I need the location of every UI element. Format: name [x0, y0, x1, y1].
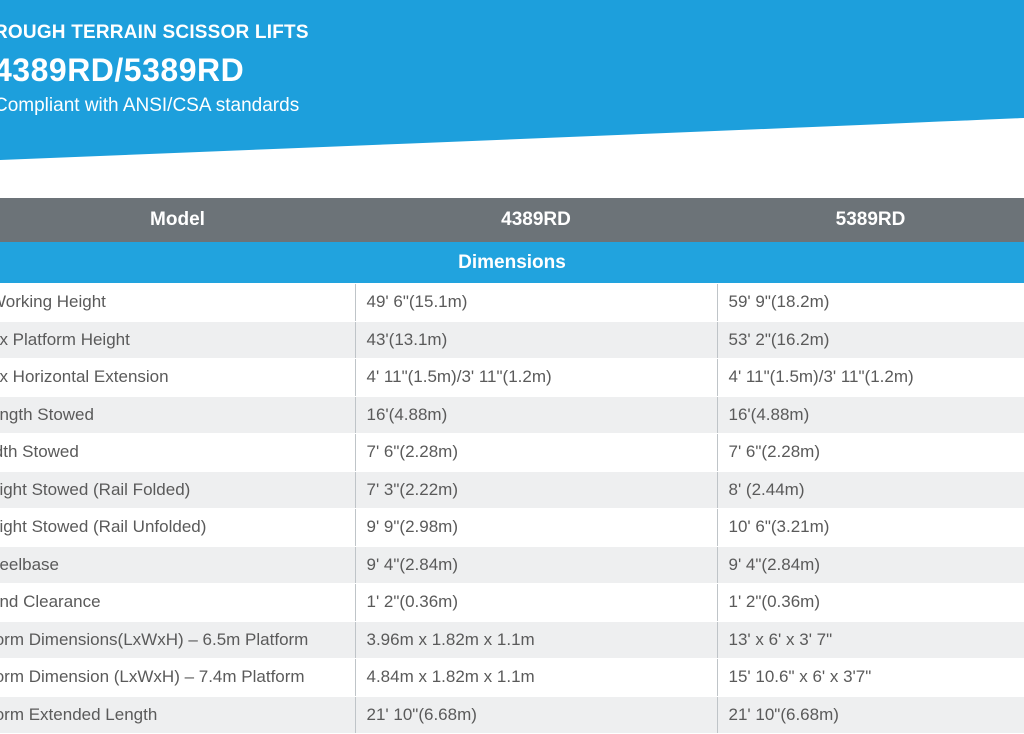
- table-row: form Dimensions(LxWxH) – 6.5m Platform 3.…: [0, 621, 1024, 659]
- spec-value-5389rd: 53' 2"(16.2m): [716, 321, 1024, 359]
- spec-value-5389rd: 13' x 6' x 3' 7": [716, 621, 1024, 659]
- compliance-subtitle: Compliant with ANSI/CSA standards: [0, 95, 300, 116]
- spec-value-5389rd: 8' (2.44m): [716, 471, 1024, 509]
- table-body: Dimensions Working Height 49' 6"(15.1m) 59…: [0, 242, 1024, 734]
- spec-label-cell: form Dimensions(LxWxH) – 6.5m Platform: [0, 621, 355, 659]
- table-row: und Clearance 1' 2"(0.36m) 1' 2"(0.36m): [0, 583, 1024, 622]
- spec-value-5389rd: 21' 10"(6.68m): [716, 696, 1024, 734]
- spec-value-4389rd: 4.84m x 1.82m x 1.1m: [354, 658, 717, 697]
- table-row: Working Height 49' 6"(15.1m) 59' 9"(18.2m): [0, 283, 1024, 322]
- spec-value-5389rd: 10' 6"(3.21m): [716, 508, 1024, 547]
- specifications-table: Model 4389RD 5389RD Dimensions Working H…: [0, 198, 1024, 734]
- header-cell-5389rd: 5389RD: [717, 198, 1024, 242]
- spec-label-cell: heelbase: [0, 546, 355, 584]
- spec-value-4389rd: 9' 4"(2.84m): [354, 546, 717, 584]
- spec-label-cell: eight Stowed (Rail Folded): [0, 471, 355, 509]
- header-banner: ROUGH TERRAIN SCISSOR LIFTS 4389RD/5389R…: [0, 0, 1024, 200]
- spec-value-4389rd: 21' 10"(6.68m): [354, 696, 717, 734]
- table-row: ax Platform Height 43'(13.1m) 53' 2"(16.2m…: [0, 321, 1024, 359]
- spec-value-5389rd: 4' 11"(1.5m)/3' 11"(1.2m): [716, 358, 1024, 397]
- spec-value-5389rd: 16'(4.88m): [716, 396, 1024, 434]
- spec-value-4389rd: 1' 2"(0.36m): [354, 583, 717, 622]
- spec-label-cell: eight Stowed (Rail Unfolded): [0, 508, 355, 547]
- spec-value-4389rd: 3.96m x 1.82m x 1.1m: [354, 621, 717, 659]
- header-cell-model: Model: [0, 198, 355, 242]
- spec-label-cell: form Dimension (LxWxH) – 7.4m Platform: [0, 658, 355, 697]
- table-row: heelbase9' 4"(2.84m)9' 4"(2.84m): [0, 546, 1024, 584]
- product-models-title: 4389RD/5389RD: [0, 52, 245, 88]
- spec-value-5389rd: 1' 2"(0.36m): [716, 583, 1024, 622]
- section-title-dimensions: Dimensions: [0, 242, 1024, 284]
- table-row: eight Stowed (Rail Folded) 7' 3"(2.22m) 8'…: [0, 471, 1024, 509]
- table-row: form Extended Length 21' 10"(6.68m) 21' 10…: [0, 696, 1024, 734]
- header-cell-4389rd: 4389RD: [355, 198, 717, 242]
- spec-value-5389rd: 7' 6"(2.28m): [716, 433, 1024, 472]
- spec-value-4389rd: 9' 9"(2.98m): [354, 508, 717, 547]
- spec-value-4389rd: 7' 3"(2.22m): [354, 471, 717, 509]
- section-row: Dimensions: [0, 242, 1024, 284]
- spec-value-4389rd: 16'(4.88m): [354, 396, 717, 434]
- header-row: Model 4389RD 5389RD: [0, 198, 1024, 242]
- spec-value-4389rd: 7' 6"(2.28m): [354, 433, 717, 472]
- spec-label-cell: idth Stowed: [0, 433, 355, 472]
- spec-label-cell: ength Stowed: [0, 396, 355, 434]
- banner-background: [0, 0, 1024, 160]
- table-row: eight Stowed (Rail Unfolded) 9' 9"(2.98m)…: [0, 508, 1024, 547]
- spec-value-5389rd: 9' 4"(2.84m): [716, 546, 1024, 584]
- spec-value-5389rd: 15' 10.6" x 6' x 3'7": [716, 658, 1024, 697]
- spec-value-4389rd: 43'(13.1m): [354, 321, 717, 359]
- spec-value-4389rd: 49' 6"(15.1m): [354, 283, 717, 322]
- spec-value-4389rd: 4' 11"(1.5m)/3' 11"(1.2m): [354, 358, 717, 397]
- spec-label-cell: ax Horizontal Extension: [0, 358, 355, 397]
- table-row: ength Stowed 16'(4.88m) 16'(4.88m): [0, 396, 1024, 434]
- table-row: form Dimension (LxWxH) – 7.4m Platform 4.…: [0, 658, 1024, 697]
- product-series-title: ROUGH TERRAIN SCISSOR LIFTS: [0, 22, 309, 43]
- spec-value-5389rd: 59' 9"(18.2m): [716, 283, 1024, 322]
- table-header: Model 4389RD 5389RD: [0, 198, 1024, 242]
- banner-text: ROUGH TERRAIN SCISSOR LIFTS 4389RD/5389R…: [0, 22, 309, 117]
- spec-label-cell: und Clearance: [0, 583, 355, 622]
- spec-label-cell: ax Platform Height: [0, 321, 355, 359]
- spec-label-cell: form Extended Length: [0, 696, 355, 734]
- spec-label-cell: Working Height: [0, 283, 355, 322]
- table-row: ax Horizontal Extension 4' 11"(1.5m)/3' 1…: [0, 358, 1024, 397]
